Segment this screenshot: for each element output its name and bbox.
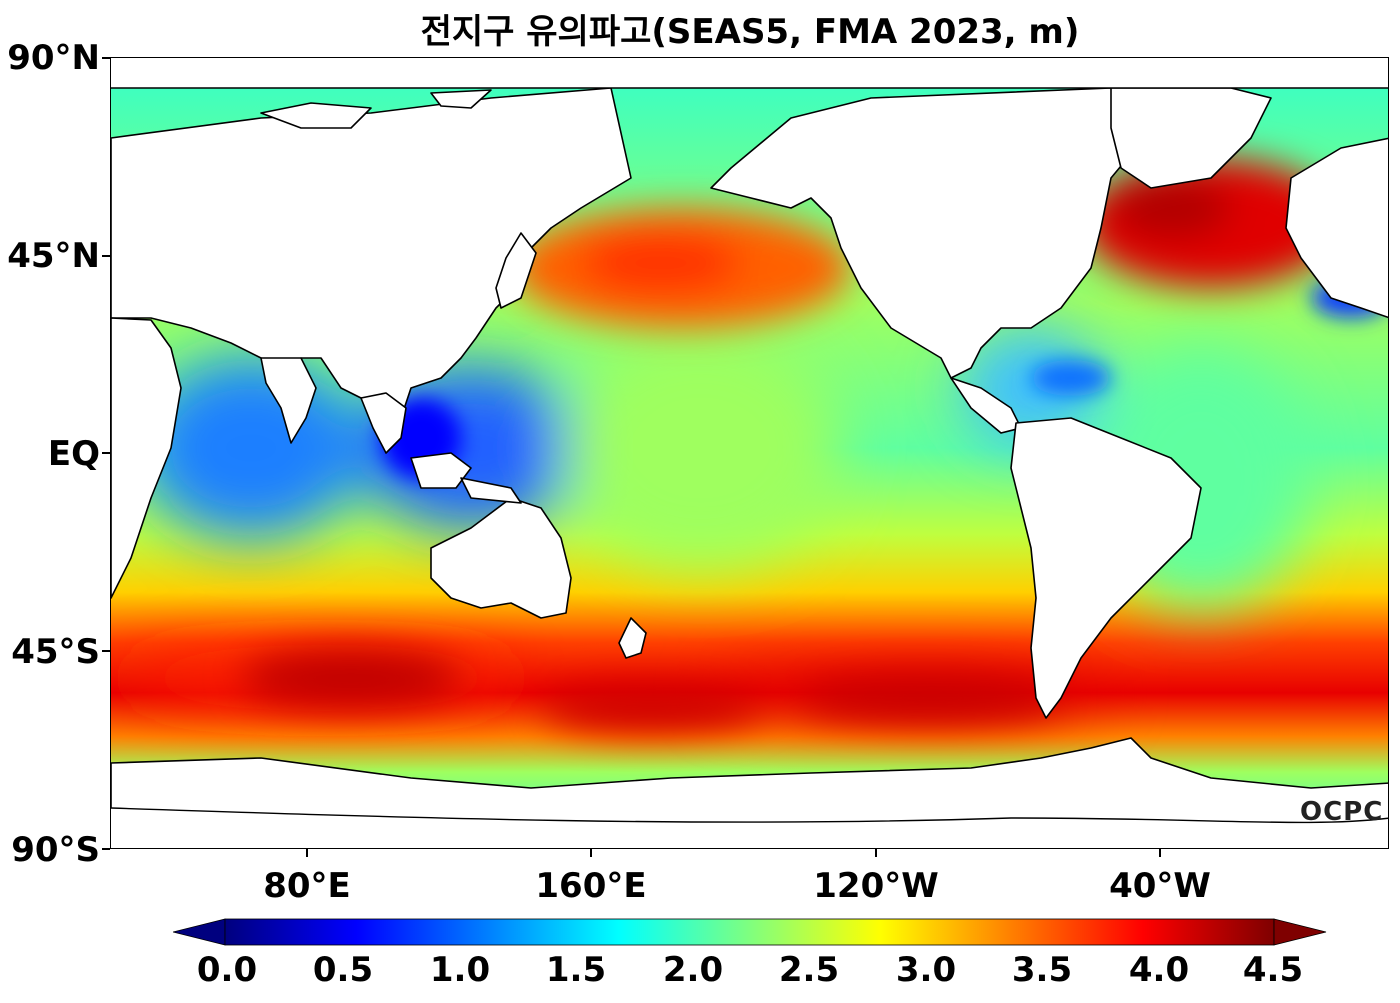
land-indochina [360,392,407,454]
land-new-zealand [618,617,647,659]
x-label-40w: 40°W [1109,866,1211,906]
land-europe [1285,137,1388,319]
land-south-america [1010,417,1202,719]
wave-height-map [111,58,1388,848]
colorbar-tick-label: 0.5 [312,950,374,990]
y-tick [102,650,110,652]
ocpc-logo: OCPC [1300,797,1384,827]
colorbar-min-extend [173,918,226,946]
colorbar-max-extend [1273,918,1327,946]
land-india [260,357,317,444]
y-tick [102,57,110,59]
land-arctic-islands [260,89,492,129]
y-label-90n: 90°N [7,38,100,78]
y-tick [102,452,110,454]
colorbar-tick-label: 0.0 [196,950,258,990]
x-tick [590,849,592,857]
y-tick [102,848,110,850]
x-label-160e: 160°E [535,866,647,906]
colorbar-tick-label: 4.5 [1242,950,1304,990]
colorbar-tick-label: 2.5 [778,950,840,990]
colorbar [173,918,1327,946]
colorbar-tick-label: 3.5 [1011,950,1073,990]
land-africa [111,317,182,599]
land-japan [495,232,537,309]
colorbar-tick-label: 3.0 [895,950,957,990]
x-label-120w: 120°W [813,866,939,906]
map-title: 전지구 유의파고(SEAS5, FMA 2023, m) [420,12,1080,52]
x-tick [1159,849,1161,857]
land-eurasia [111,87,632,429]
storm-belts [241,158,1341,733]
x-tick [306,849,308,857]
x-label-80e: 80°E [263,866,351,906]
y-label-45n: 45°N [7,236,100,276]
x-tick [875,849,877,857]
land-greenland [1110,87,1272,189]
colorbar-tick-label: 1.0 [429,950,491,990]
y-label-eq: EQ [47,434,100,474]
colorbar-tick-label: 2.0 [662,950,724,990]
y-label-45s: 45°S [11,632,100,672]
polar-coastline [111,87,1388,824]
land-indonesia [410,452,522,504]
arctic-land [111,58,1388,88]
colorbar-gradient [224,918,1275,946]
map-panel [110,57,1389,849]
y-label-90s: 90°S [11,830,100,870]
y-tick [102,255,110,257]
land-north-america [710,87,1162,379]
colorbar-tick-label: 4.0 [1128,950,1190,990]
colorbar-tick-label: 1.5 [545,950,607,990]
